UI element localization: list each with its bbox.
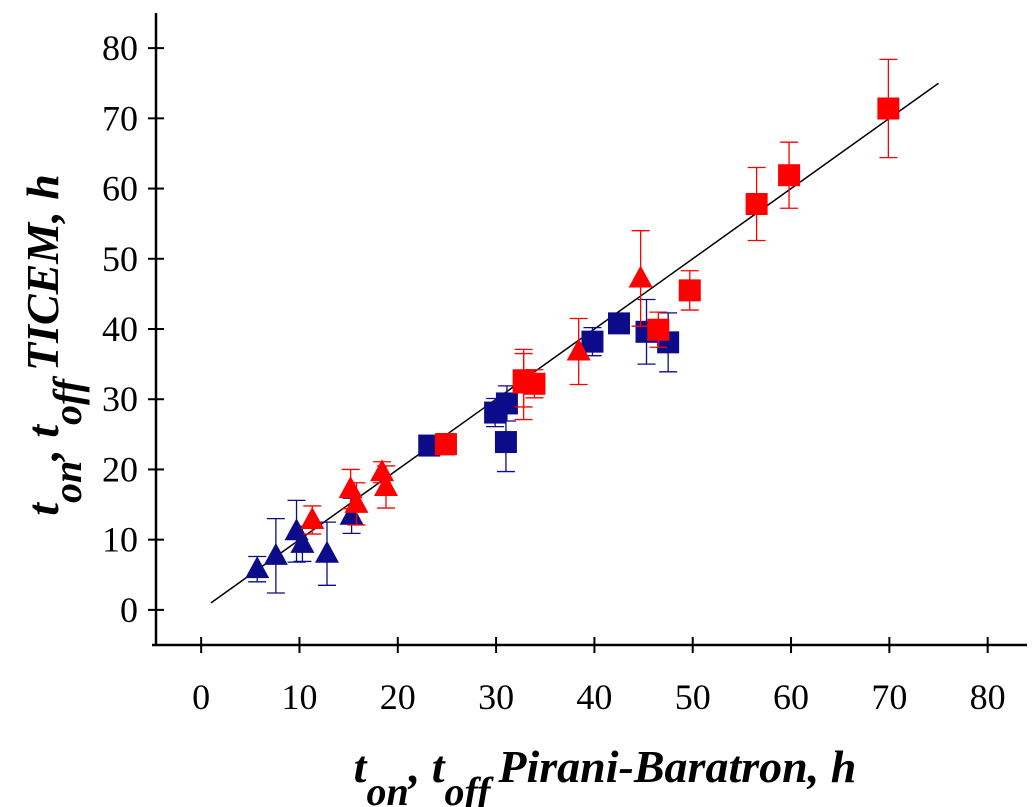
axis-label-part: TICEM, h: [17, 174, 68, 371]
data-point: [300, 507, 325, 530]
x-tick-label: 60: [773, 677, 809, 717]
data-point: [315, 540, 339, 563]
y-tick-label: 80: [102, 28, 138, 68]
fit-line: [210, 82, 939, 604]
data-point: [745, 193, 768, 216]
x-axis-label: ton, toff Pirani-Baratron, h: [354, 741, 857, 807]
axis-label-part: off: [444, 769, 494, 807]
data-point: [628, 265, 653, 288]
data-point: [877, 97, 900, 120]
x-tick-label: 80: [970, 677, 1006, 717]
x-tick-label: 20: [380, 677, 416, 717]
data-point: [494, 431, 517, 454]
data-point: [495, 392, 518, 415]
y-tick-label: 40: [102, 309, 138, 349]
axis-label-part: Pirani-Baratron, h: [497, 741, 856, 792]
data-point: [434, 433, 457, 456]
data-point: [339, 502, 364, 525]
axis-label-part: off: [45, 375, 90, 425]
x-tick-label: 30: [478, 677, 514, 717]
axis-label-part: on: [366, 769, 408, 807]
axis-label-part: , t: [17, 424, 68, 462]
axis-label-part: t: [354, 741, 368, 792]
x-tick-label: 0: [192, 677, 210, 717]
data-point: [373, 474, 398, 496]
data-point: [607, 312, 630, 335]
y-tick-label: 50: [102, 239, 138, 279]
y-tick-label: 20: [102, 449, 138, 489]
y-tick-label: 70: [102, 98, 138, 138]
data-point: [290, 530, 315, 553]
x-tick-label: 10: [281, 677, 317, 717]
x-tick-label: 50: [675, 677, 711, 717]
y-tick-label: 30: [102, 379, 138, 419]
axis-label-part: on: [45, 461, 90, 503]
data-point: [566, 338, 591, 361]
x-tick-label: 40: [576, 677, 612, 717]
axis-label-part: t: [17, 502, 68, 516]
data-point: [778, 164, 801, 187]
y-tick-label: 60: [102, 169, 138, 209]
axis-label-part: , t: [408, 741, 446, 792]
x-tick-label: 70: [871, 677, 907, 717]
data-point: [647, 318, 670, 341]
data-point: [263, 542, 288, 565]
data-point: [370, 459, 395, 482]
data-point: [245, 556, 270, 579]
data-point: [523, 372, 546, 395]
data-point: [338, 476, 363, 499]
y-tick-label: 0: [120, 590, 138, 630]
y-axis-label: ton, toffTICEM, h: [17, 174, 90, 516]
data-point: [581, 330, 604, 353]
data-point: [418, 434, 441, 457]
data-point: [678, 279, 701, 302]
y-tick-label: 10: [102, 520, 138, 560]
data-point: [344, 490, 369, 513]
